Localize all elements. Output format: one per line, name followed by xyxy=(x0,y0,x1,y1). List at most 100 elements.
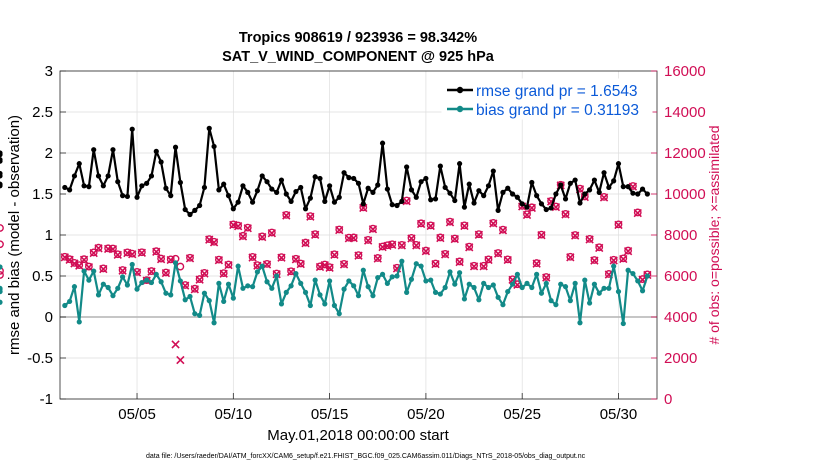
bias-point xyxy=(245,283,251,289)
right-tick-label: 6000 xyxy=(664,268,697,285)
right-tick-label: 12000 xyxy=(664,145,706,162)
possible-obs-marker xyxy=(489,219,498,227)
assimilated-obs-marker xyxy=(619,254,628,264)
assimilated-obs-marker xyxy=(388,240,397,250)
assimilated-obs-marker xyxy=(335,225,344,235)
left-tick-label: 0.5 xyxy=(32,268,53,285)
possible-obs-marker xyxy=(499,225,507,234)
rmse-point xyxy=(428,197,434,203)
assimilated-obs-marker xyxy=(460,221,469,231)
rmse-point xyxy=(168,193,174,199)
assimilated-obs-marker xyxy=(623,247,633,256)
possible-obs-marker xyxy=(354,251,363,259)
rmse-point xyxy=(235,199,241,205)
assimilated-obs-marker xyxy=(609,256,618,265)
rmse-point xyxy=(322,198,328,204)
right-tick-label: 4000 xyxy=(664,309,697,326)
rmse-point xyxy=(500,189,506,195)
possible-obs-marker xyxy=(441,249,450,258)
rmse-point xyxy=(105,173,111,179)
rmse-point xyxy=(606,184,612,191)
bias-point xyxy=(615,288,622,295)
bias-point xyxy=(172,260,179,266)
bias-point xyxy=(327,278,333,284)
bias-point xyxy=(216,280,222,286)
rmse-point xyxy=(119,193,126,199)
left-tick-label: -0.5 xyxy=(27,350,53,367)
assimilated-obs-marker xyxy=(570,231,580,240)
bias-point xyxy=(596,290,602,296)
possible-obs-marker xyxy=(537,230,546,239)
bias-point xyxy=(534,271,540,277)
bias-point xyxy=(322,301,328,307)
bias-point xyxy=(490,282,496,288)
bias-point xyxy=(558,281,564,287)
bias-point xyxy=(95,292,102,298)
bias-point xyxy=(0,299,3,305)
bias-point xyxy=(495,294,501,300)
bias-point xyxy=(476,297,482,303)
rmse-point xyxy=(163,185,169,191)
rmse-point xyxy=(384,186,390,192)
bias-point xyxy=(225,281,232,287)
assimilated-obs-marker xyxy=(599,193,609,202)
bias-point xyxy=(254,269,260,275)
possible-obs-marker xyxy=(566,252,575,261)
possible-obs-marker xyxy=(224,260,233,269)
rmse-point xyxy=(481,193,487,199)
rmse-point xyxy=(245,189,251,195)
possible-obs-marker xyxy=(344,233,353,242)
rmse-point xyxy=(110,147,116,153)
bias-point xyxy=(288,283,294,289)
bias-point xyxy=(240,285,246,291)
rmse-point xyxy=(225,193,232,199)
bias-point xyxy=(413,261,419,267)
rmse-point xyxy=(197,202,203,209)
rmse-point xyxy=(586,187,593,193)
possible-obs-marker xyxy=(109,244,117,253)
rmse-point xyxy=(519,201,525,207)
assimilated-obs-marker xyxy=(301,239,310,248)
bias-point xyxy=(365,284,371,290)
possible-obs-marker xyxy=(287,267,295,276)
assimilated-obs-marker xyxy=(161,268,171,278)
bias-point xyxy=(620,320,626,327)
bias-point xyxy=(437,291,443,297)
possible-obs-marker xyxy=(595,243,604,252)
bias-point xyxy=(86,277,92,283)
possible-obs-marker xyxy=(292,254,300,263)
rmse-point xyxy=(514,194,520,200)
bias-point xyxy=(153,271,159,277)
possible-obs-marker xyxy=(412,240,421,249)
assimilated-obs-marker xyxy=(474,230,484,239)
rmse-point xyxy=(254,188,260,194)
bias-point xyxy=(235,263,241,269)
bias-point xyxy=(119,274,126,280)
bias-point xyxy=(91,268,97,274)
data-file-footer: data file: /Users/raeder/DAI/ATM_forcXX/… xyxy=(146,453,586,460)
rmse-point xyxy=(553,191,559,197)
x-axis-label: May.01,2018 00:00:00 start xyxy=(267,427,449,444)
legend-rmse-marker xyxy=(456,86,464,94)
rmse-point xyxy=(413,194,419,200)
possible-obs-marker xyxy=(142,276,151,284)
possible-obs-marker xyxy=(397,240,406,249)
rmse-point xyxy=(404,164,410,170)
bias-point xyxy=(317,292,323,298)
bias-point xyxy=(81,268,87,274)
possible-obs-marker xyxy=(330,250,339,259)
possible-obs-marker xyxy=(186,253,194,262)
bias-point xyxy=(192,311,198,317)
bias-point xyxy=(100,281,106,287)
rmse-point xyxy=(375,182,381,188)
possible-obs-marker xyxy=(585,234,594,243)
rmse-point xyxy=(269,186,275,192)
bias-point xyxy=(158,279,164,285)
assimilated-obs-marker xyxy=(128,250,137,259)
assimilated-obs-marker xyxy=(330,250,339,260)
possible-obs-marker xyxy=(94,243,103,252)
rmse-point xyxy=(331,199,338,205)
rmse-point xyxy=(302,206,309,212)
bias-point xyxy=(129,261,135,268)
rmse-point xyxy=(457,161,463,167)
